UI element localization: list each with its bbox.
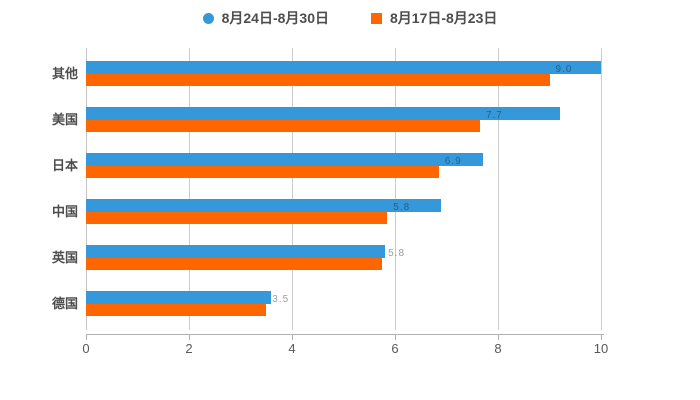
legend-circle-marker-icon <box>202 12 214 24</box>
x-tick-label-4: 4 <box>288 341 296 356</box>
bar-series1[interactable] <box>86 107 560 120</box>
bar-series1[interactable] <box>86 61 601 74</box>
bar-value-label: 3.5 <box>272 294 290 305</box>
x-tick-label-10: 10 <box>593 341 609 356</box>
x-tick-label-6: 6 <box>391 341 399 356</box>
bar-series2[interactable] <box>86 166 439 178</box>
bar-series2[interactable] <box>86 258 383 270</box>
gridline-x-4 <box>292 48 293 330</box>
bar-series2[interactable] <box>86 74 550 86</box>
plot-area: 9.0 7.7 6.9 5.8 5.8 3.5 <box>86 48 602 330</box>
x-tick-label-8: 8 <box>494 341 502 356</box>
bar-series1[interactable] <box>86 245 385 258</box>
bar-value-label: 5.8 <box>388 248 406 259</box>
x-tick-10 <box>601 334 602 340</box>
category-label-3: 中国 <box>51 204 78 219</box>
bar-series1[interactable] <box>86 153 483 166</box>
x-tick-8 <box>498 334 499 340</box>
category-label-5: 德国 <box>51 296 78 311</box>
legend: 8月24日-8月30日 8月17日-8月23日 <box>0 8 700 28</box>
legend-label-week1: 8月17日-8月23日 <box>390 10 498 26</box>
category-label-0: 其他 <box>51 66 78 81</box>
bar-value-label: 5.8 <box>393 202 411 213</box>
bar-series1[interactable] <box>86 199 442 212</box>
bar-series1[interactable] <box>86 291 272 304</box>
x-tick-0 <box>86 334 87 340</box>
bar-value-label: 6.9 <box>444 156 462 167</box>
gridline-x-2 <box>189 48 190 330</box>
y-axis-labels: 其他美国日本中国英国德国 <box>0 48 80 330</box>
y-axis-line <box>86 48 87 330</box>
x-tick-6 <box>395 334 396 340</box>
legend-item-week2[interactable]: 8月24日-8月30日 <box>202 8 329 28</box>
gridline-x-6 <box>395 48 396 330</box>
x-tick-4 <box>292 334 293 340</box>
bar-series2[interactable] <box>86 120 480 132</box>
x-tick-label-0: 0 <box>82 341 90 356</box>
category-label-4: 英国 <box>51 250 78 265</box>
bar-series2[interactable] <box>86 212 388 224</box>
legend-square-marker-icon <box>371 12 382 24</box>
bar-series2[interactable] <box>86 304 267 316</box>
gridline-x-10 <box>601 48 602 330</box>
legend-item-week1[interactable]: 8月17日-8月23日 <box>371 8 497 28</box>
bar-value-label: 9.0 <box>555 64 573 75</box>
category-label-2: 日本 <box>51 158 78 173</box>
bar-value-label: 7.7 <box>485 110 503 121</box>
x-tick-label-2: 2 <box>185 341 193 356</box>
gridline-x-8 <box>498 48 499 330</box>
legend-label-week2: 8月24日-8月30日 <box>221 10 329 26</box>
x-tick-2 <box>189 334 190 340</box>
x-axis-line <box>86 334 604 335</box>
category-label-1: 美国 <box>51 112 78 127</box>
